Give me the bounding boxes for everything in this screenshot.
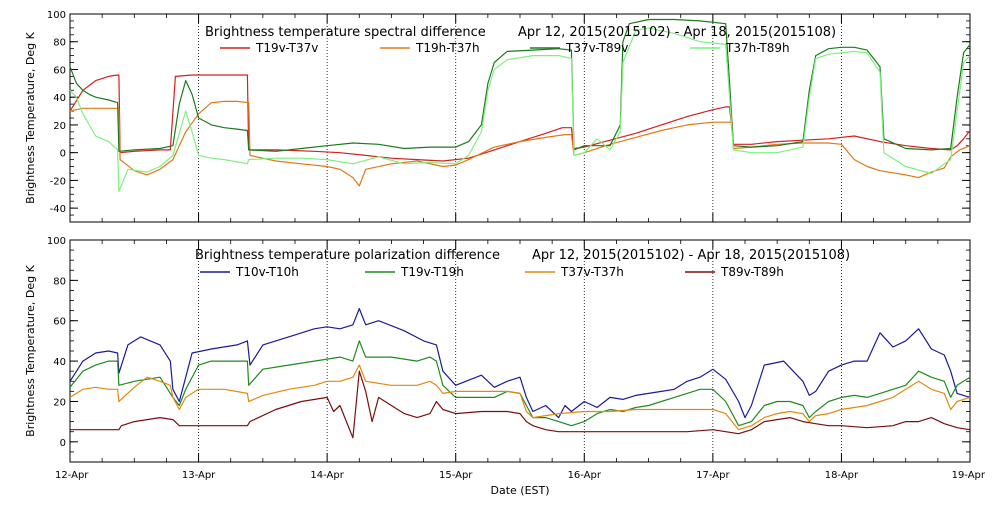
- y-ticks-bottom: 0 20 40 60 80 100: [47, 236, 970, 463]
- date-range-bottom: Apr 12, 2015(2015102) - Apr 18, 2015(201…: [532, 248, 850, 263]
- y-tick-label: -20: [50, 176, 66, 187]
- y-tick-label: 100: [47, 10, 66, 21]
- y-axis-label-bottom: Brightness Temperature, Deg K: [24, 264, 37, 436]
- legend-label: T37h-T89h: [725, 41, 790, 55]
- y-tick-label: 100: [47, 236, 66, 247]
- series-line-T37h-T89h: [69, 27, 971, 193]
- polarization-difference-panel: 0 20 40 60 80 100 12-Apr 13-Apr 14-Apr 15-Apr 16-…: [24, 236, 986, 497]
- y-ticks-top: -40 -20 0 20 40 60 80 100: [47, 10, 970, 223]
- date-range-top: Apr 12, 2015(2015102) - Apr 18, 2015(201…: [518, 25, 836, 40]
- series-group-bottom: [69, 308, 971, 439]
- x-tick-label: 12-Apr: [55, 470, 89, 481]
- series-line-T19h-T37h: [69, 100, 971, 187]
- y-tick-label: 20: [53, 397, 66, 408]
- series-line-T19v-T19h: [69, 340, 971, 427]
- series-line-T19v-T37v: [69, 74, 971, 162]
- y-tick-label: 80: [53, 38, 66, 49]
- x-tick-label: 13-Apr: [182, 470, 216, 481]
- y-tick-label: -40: [50, 204, 66, 215]
- legend-label: T37v-T89v: [565, 41, 628, 55]
- x-tick-label: 18-Apr: [825, 470, 859, 481]
- legend-bottom: T10v-T10h T19v-T19h T37v-T37h T89v-T89h: [200, 265, 784, 279]
- series-line-T37v-T89v: [69, 18, 971, 152]
- chart-title-top: Brightness temperature spectral differen…: [205, 25, 486, 40]
- y-tick-label: 60: [53, 317, 66, 328]
- legend-label: T19v-T19h: [400, 265, 464, 279]
- series-group-top: [69, 18, 971, 193]
- series-line-T89v-T89h: [70, 370, 971, 439]
- y-tick-label: 40: [53, 93, 66, 104]
- y-tick-label: 20: [53, 121, 66, 132]
- x-tick-label: 15-Apr: [439, 470, 473, 481]
- y-tick-label: 0: [60, 438, 66, 449]
- chart-title-bottom: Brightness temperature polarization diff…: [195, 248, 500, 263]
- legend-label: T10v-T10h: [235, 265, 299, 279]
- series-line-T37v-T37h: [69, 364, 971, 431]
- y-tick-label: 80: [53, 276, 66, 287]
- x-axis-label: Date (EST): [490, 484, 549, 497]
- legend-label: T19v-T37v: [255, 41, 318, 55]
- y-tick-label: 0: [60, 149, 66, 160]
- x-ticks-top: [69, 14, 971, 222]
- y-tick-label: 40: [53, 357, 66, 368]
- plot-frame-top: [69, 13, 971, 223]
- grid-bottom: [198, 240, 842, 462]
- legend-label: T19h-T37h: [415, 41, 480, 55]
- x-tick-label: 14-Apr: [310, 470, 344, 481]
- series-line-T10v-T10h: [69, 308, 971, 419]
- x-tick-label: 19-Apr: [952, 470, 986, 481]
- legend-top: T19v-T37v T19h-T37h T37v-T89v T37h-T89h: [220, 41, 790, 55]
- y-axis-label-top: Brightness Temperature, Deg K: [24, 31, 37, 203]
- legend-label: T37v-T37h: [560, 265, 624, 279]
- x-tick-label: 17-Apr: [696, 470, 730, 481]
- spectral-difference-panel: -40 -20 0 20 40 60 80 100 Brightness temperatur…: [24, 10, 971, 223]
- x-ticks-bottom: 12-Apr 13-Apr 14-Apr 15-Apr 16-Apr 17-Apr 18-A…: [55, 240, 986, 481]
- plot-frame-bottom: [69, 239, 971, 463]
- legend-label: T89v-T89h: [720, 265, 784, 279]
- x-tick-label: 16-Apr: [568, 470, 602, 481]
- y-tick-label: 60: [53, 65, 66, 76]
